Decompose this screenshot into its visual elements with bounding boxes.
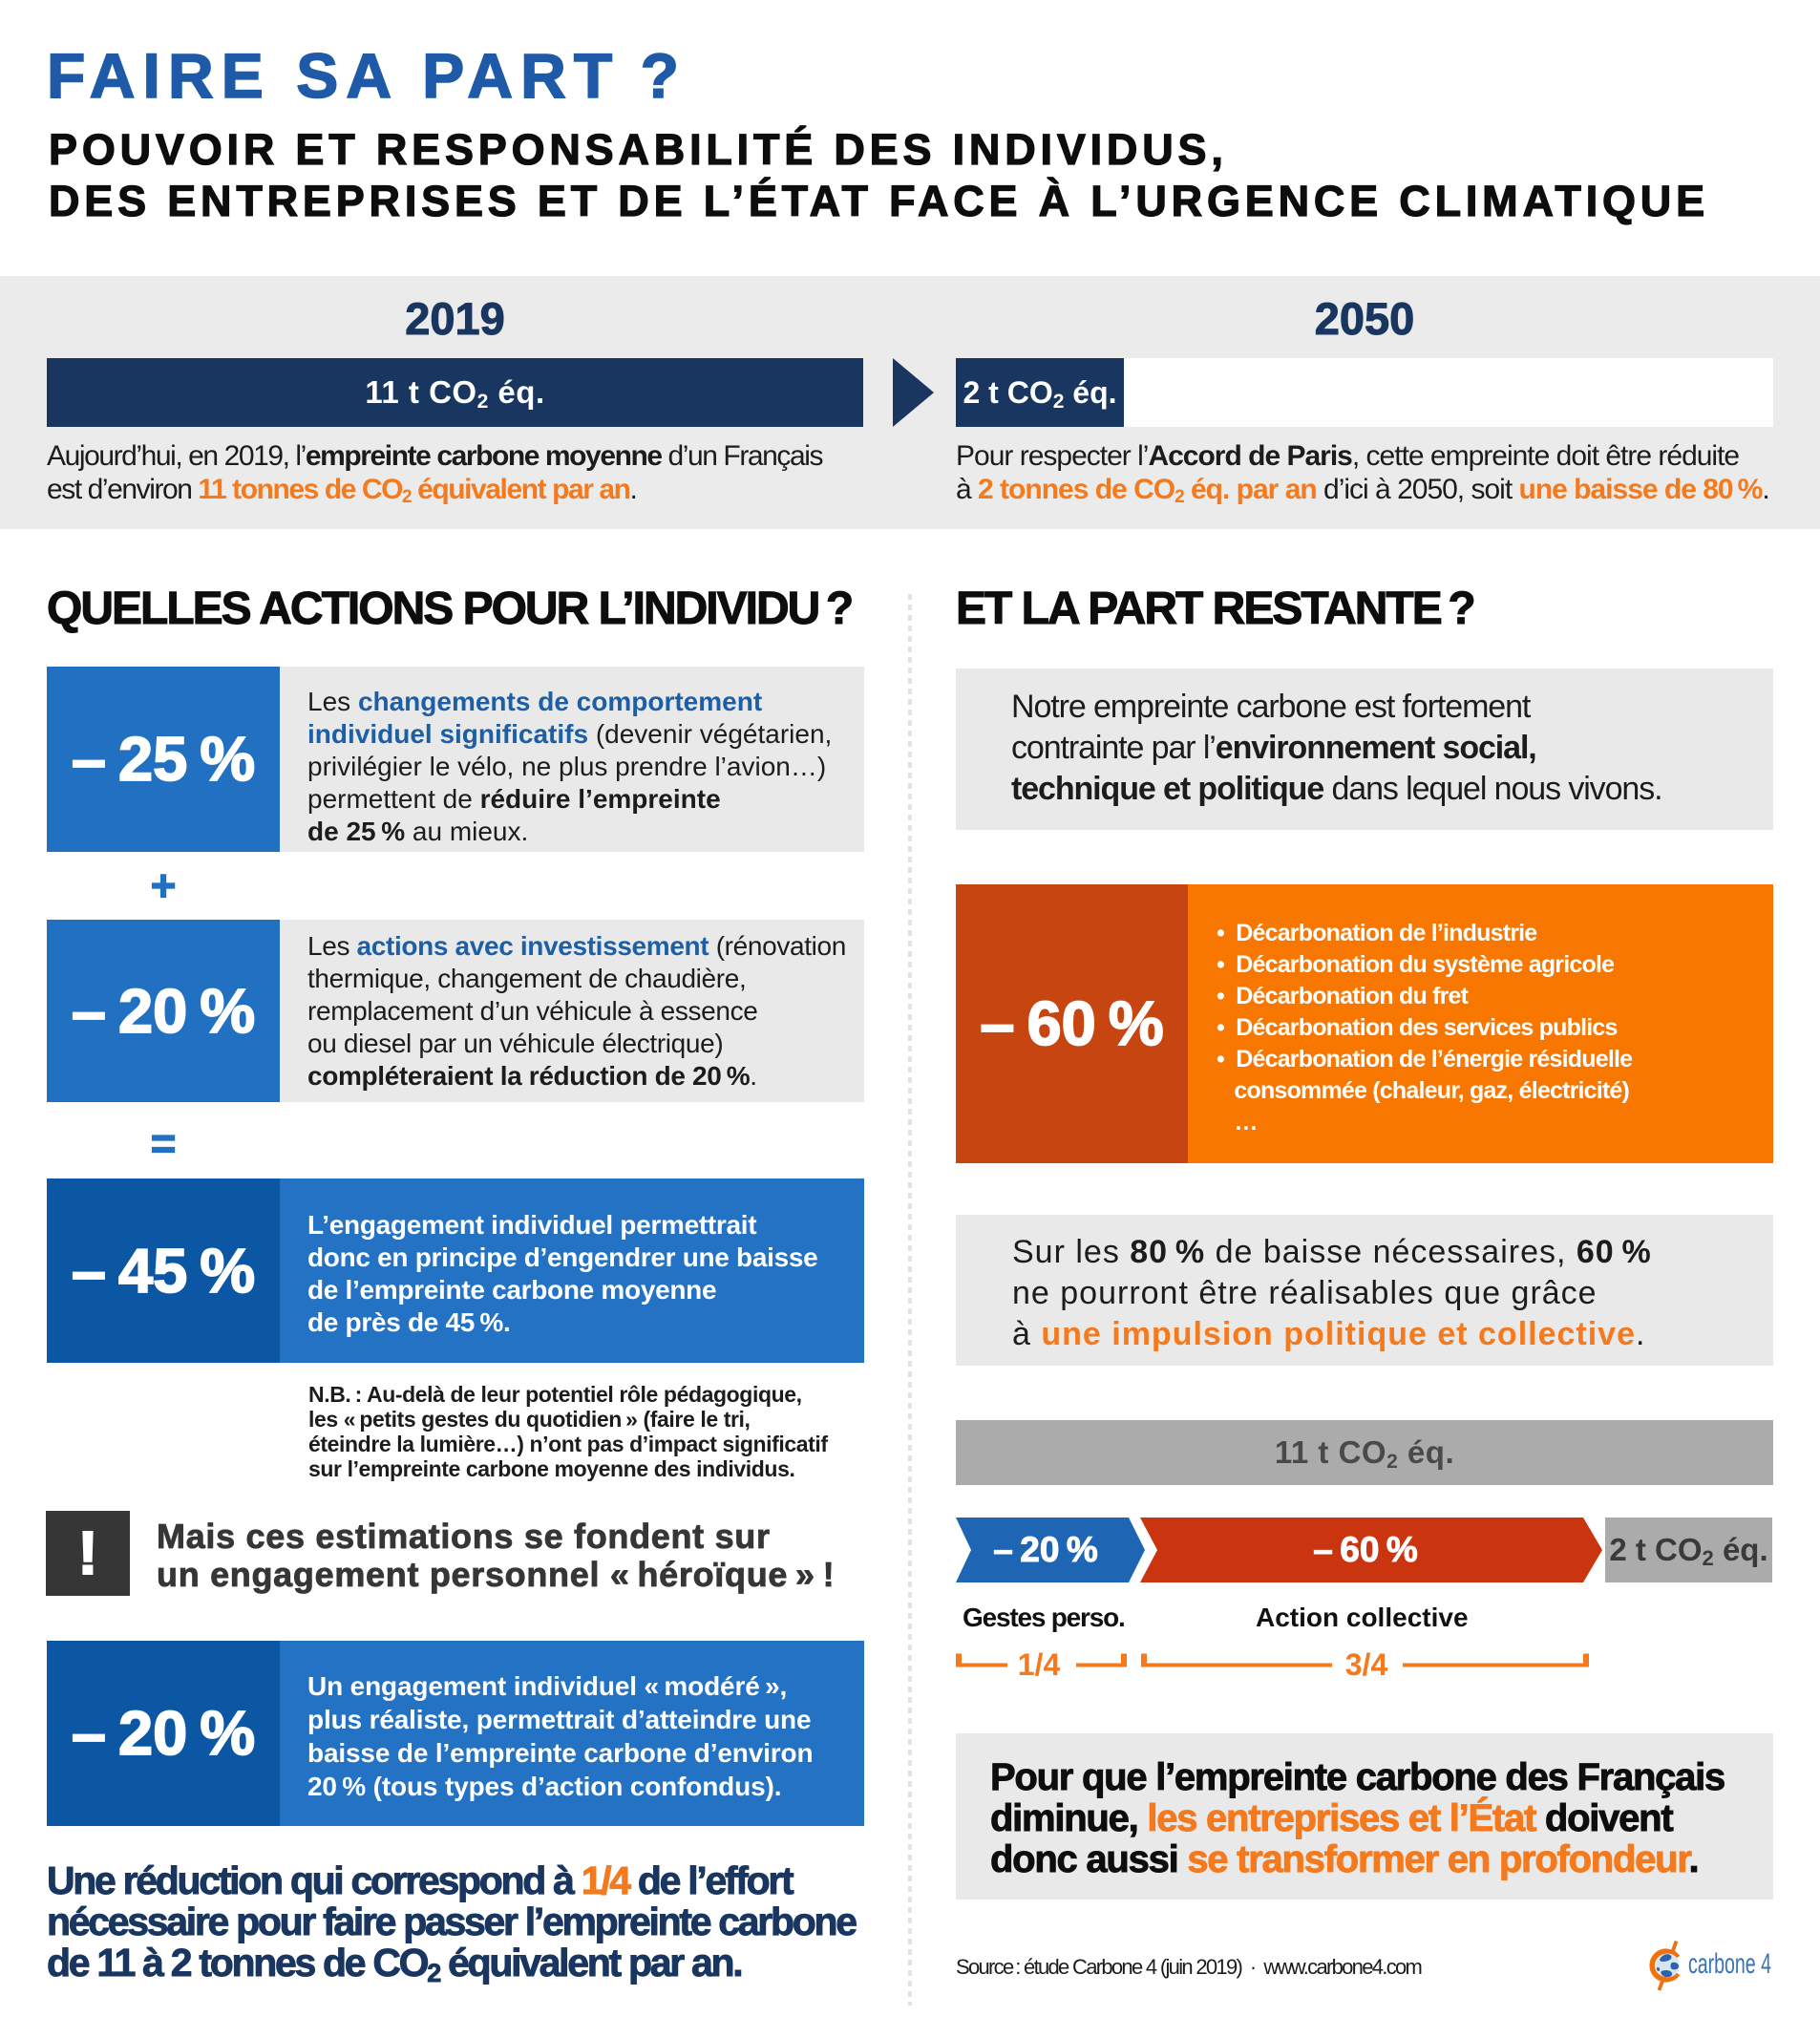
- svg-text:3/4: 3/4: [1345, 1647, 1388, 1682]
- svg-text:1/4: 1/4: [1018, 1647, 1061, 1682]
- svg-text:carbone 4: carbone 4: [1688, 1948, 1771, 1980]
